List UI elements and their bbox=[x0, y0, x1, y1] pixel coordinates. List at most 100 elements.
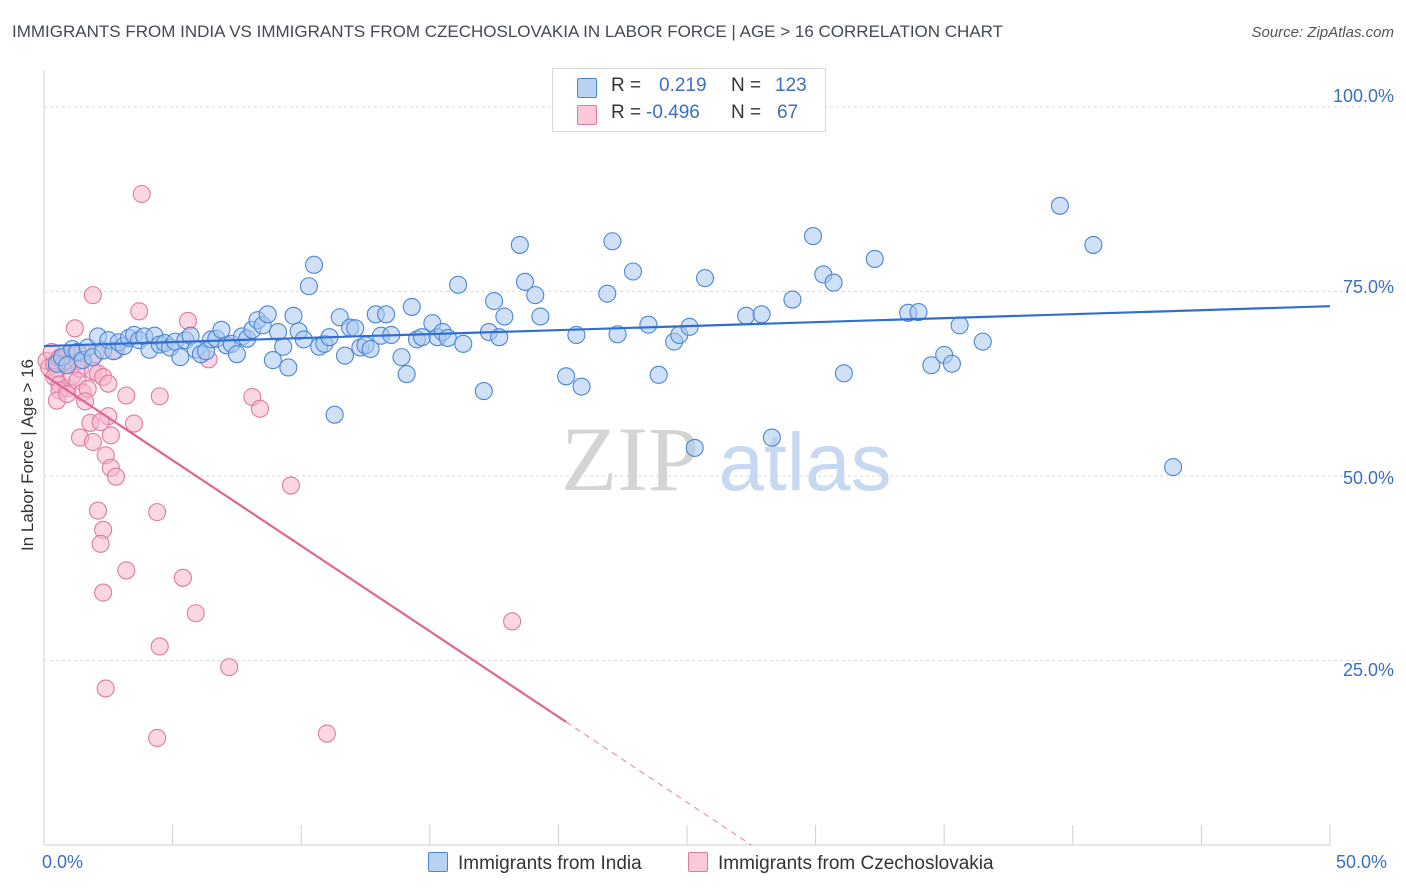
czech-data-point bbox=[65, 319, 84, 338]
legend-n-label: N = bbox=[731, 75, 767, 96]
india-data-point bbox=[294, 330, 313, 349]
india-data-point bbox=[623, 262, 643, 281]
india-data-point bbox=[212, 320, 231, 339]
india-data-point bbox=[449, 275, 468, 294]
czech-data-point bbox=[83, 432, 102, 452]
india-data-point bbox=[263, 351, 282, 370]
grid-lines bbox=[44, 106, 1365, 661]
czech-data-point bbox=[83, 286, 102, 305]
india-data-point bbox=[762, 428, 781, 447]
y-tick-label: 50.0% bbox=[1342, 468, 1394, 488]
legend-n-value: 123 bbox=[775, 75, 807, 96]
india-data-point bbox=[608, 325, 627, 344]
india-data-point bbox=[346, 319, 365, 338]
india-data-point bbox=[171, 348, 190, 367]
czech-data-point bbox=[503, 612, 522, 631]
bottom-legend-swatch-czech bbox=[688, 852, 708, 872]
czech-data-point bbox=[117, 561, 136, 580]
india-data-point bbox=[258, 305, 277, 324]
czech-data-point bbox=[132, 184, 151, 204]
czech-data-point bbox=[91, 534, 110, 553]
india-data-point bbox=[783, 290, 802, 309]
czech-data-point bbox=[99, 374, 118, 393]
legend-n-label: N = bbox=[731, 102, 767, 123]
india-data-point bbox=[495, 307, 514, 326]
india-data-point bbox=[413, 328, 432, 347]
india-data-point bbox=[973, 332, 992, 351]
y-tick-label: 75.0% bbox=[1342, 277, 1394, 297]
india-data-point bbox=[305, 255, 324, 274]
india-data-point bbox=[603, 232, 622, 251]
czech-data-point bbox=[130, 302, 149, 321]
czech-data-point bbox=[148, 503, 167, 522]
legend-swatch-czech bbox=[577, 105, 597, 125]
india-data-point bbox=[531, 307, 550, 326]
axes bbox=[43, 70, 1331, 846]
india-data-point bbox=[737, 306, 756, 325]
india-data-point bbox=[942, 354, 961, 373]
bottom-legend-label-czech: Immigrants from Czechoslovakia bbox=[718, 853, 994, 874]
india-data-point bbox=[834, 364, 853, 383]
czech-data-point bbox=[186, 604, 205, 623]
watermark: ZIP atlas bbox=[561, 408, 892, 510]
watermark-zip: ZIP bbox=[561, 408, 699, 510]
x-tick-label: 0.0% bbox=[42, 852, 84, 872]
india-data-point bbox=[950, 316, 969, 335]
x-tick-label: 50.0% bbox=[1336, 852, 1388, 872]
czech-data-point bbox=[106, 467, 126, 486]
czech-data-point bbox=[88, 501, 108, 520]
bottom-legend-swatch-india bbox=[428, 852, 448, 872]
y-axis-label: In Labor Force | Age > 16 bbox=[18, 358, 37, 552]
czech-data-point bbox=[250, 399, 270, 418]
india-data-point bbox=[438, 328, 457, 347]
india-data-point bbox=[284, 306, 303, 325]
czech-data-point bbox=[173, 568, 192, 587]
india-trend-line bbox=[43, 305, 1331, 348]
y-tick-label: 25.0% bbox=[1342, 660, 1394, 680]
india-data-point bbox=[572, 377, 591, 396]
czech-trend-line-extension bbox=[565, 721, 752, 846]
india-data-point bbox=[377, 305, 396, 324]
czech-trend-line bbox=[43, 373, 567, 723]
czech-data-point bbox=[220, 658, 239, 677]
india-data-point bbox=[824, 273, 843, 292]
legend-row-czech: R = -0.496 N = 67 bbox=[553, 101, 825, 127]
india-data-point bbox=[279, 358, 298, 377]
trend-lines bbox=[43, 305, 1331, 846]
india-data-point bbox=[361, 339, 380, 359]
legend-r-value: 0.219 bbox=[659, 75, 707, 96]
india-data-point bbox=[299, 277, 318, 296]
legend-r-label: R = bbox=[611, 75, 647, 96]
czech-series-points bbox=[37, 184, 522, 748]
y-tick-label: 100.0% bbox=[1332, 86, 1394, 106]
india-data-point bbox=[1084, 235, 1103, 254]
india-data-point bbox=[803, 227, 823, 246]
india-data-point bbox=[922, 356, 941, 375]
india-data-point bbox=[274, 337, 293, 356]
czech-data-point bbox=[150, 387, 169, 406]
legend-swatch-india bbox=[577, 78, 597, 98]
india-data-point bbox=[557, 367, 576, 386]
czech-data-point bbox=[148, 728, 167, 748]
legend-r-label: R = bbox=[611, 102, 647, 123]
correlation-legend: R = 0.219 N = 123 R = -0.496 N = 67 bbox=[552, 68, 826, 132]
india-data-point bbox=[510, 235, 529, 254]
india-data-point bbox=[474, 382, 493, 401]
india-data-point bbox=[909, 303, 928, 322]
bottom-legend-czech: Immigrants from Czechoslovakia bbox=[688, 852, 994, 875]
india-data-point bbox=[515, 272, 535, 291]
czech-data-point bbox=[150, 637, 169, 656]
legend-row-india: R = 0.219 N = 123 bbox=[553, 74, 825, 100]
chart-title: IMMIGRANTS FROM INDIA VS IMMIGRANTS FROM… bbox=[12, 22, 1004, 41]
india-data-point bbox=[1164, 458, 1183, 477]
source-label: Source: ZipAtlas.com bbox=[1251, 24, 1394, 41]
czech-data-point bbox=[96, 679, 115, 698]
legend-n-value: 67 bbox=[777, 102, 799, 123]
india-data-point bbox=[392, 348, 411, 367]
india-data-point bbox=[485, 291, 504, 311]
india-data-point bbox=[695, 269, 715, 288]
india-data-point bbox=[598, 284, 617, 303]
india-data-point bbox=[1050, 196, 1069, 215]
watermark-atlas: atlas bbox=[718, 417, 891, 508]
